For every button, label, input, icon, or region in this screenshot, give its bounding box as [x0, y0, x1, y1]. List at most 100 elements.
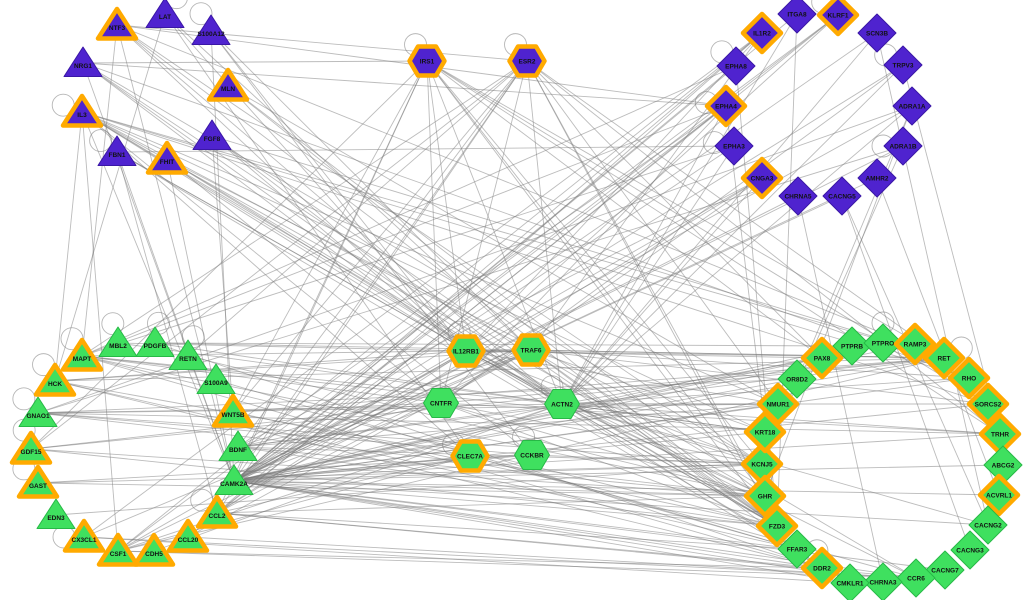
edge-EPHA4-CNTFR[interactable]: [440, 105, 727, 404]
triangle-node-shape[interactable]: [9, 430, 53, 465]
edge-IL12RB1-HCK[interactable]: [54, 350, 467, 382]
edge-CNTFR-GHR[interactable]: [440, 402, 766, 497]
edge-TRAF6-SORCS2[interactable]: [530, 349, 989, 405]
triangle-node-shape[interactable]: [33, 362, 77, 397]
edge-ESR2-CCL2[interactable]: [216, 60, 528, 514]
edge-CAMK2A-KRT18[interactable]: [233, 431, 766, 482]
edge-IRS1-PAX8[interactable]: [426, 60, 823, 359]
triangle-node-shape[interactable]: [97, 135, 137, 166]
edge-GNAO1-NMUR1[interactable]: [37, 403, 779, 414]
edge-HCK-DDR2[interactable]: [54, 380, 823, 569]
edge-EPHA3-CAMK2A[interactable]: [233, 145, 735, 482]
triangle-node-shape[interactable]: [60, 93, 104, 128]
edge-ACTN2-GHR[interactable]: [561, 403, 766, 497]
edge-ESR2-RETN[interactable]: [187, 60, 528, 357]
edge-IL1R2-CSF1[interactable]: [117, 32, 763, 552]
hexagon-node-shape[interactable]: [450, 439, 490, 473]
edge-FBN1-CCL2[interactable]: [116, 151, 218, 514]
node-NTF3[interactable]: NTF3: [95, 6, 139, 41]
diamond-node-shape[interactable]: [857, 158, 897, 198]
edge-IRS1-RET[interactable]: [426, 60, 945, 359]
node-FGF8[interactable]: FGF8: [192, 119, 232, 150]
edge-CCL2-DDR2[interactable]: [216, 512, 823, 569]
diamond-node-shape[interactable]: [950, 530, 990, 570]
edge-EPHA3-MAPT[interactable]: [81, 145, 735, 357]
edge-CAMK2A-PTPRB[interactable]: [233, 345, 853, 482]
node-SCN3B[interactable]: SCN3B: [857, 13, 897, 53]
diamond-node-shape[interactable]: [922, 336, 966, 380]
edge-LAT-IL12RB1[interactable]: [164, 13, 467, 352]
edge-IRS1-GHR[interactable]: [426, 60, 766, 497]
edge-ESR2-GDF15[interactable]: [30, 60, 528, 450]
edge-IL12RB1-CCL2[interactable]: [216, 350, 467, 514]
edge-MLN-GHR[interactable]: [227, 85, 766, 497]
edge-ACTN2-RHO[interactable]: [561, 377, 970, 405]
node-CLEC7A[interactable]: CLEC7A: [450, 439, 490, 473]
edge-MAPT-GHR[interactable]: [81, 355, 766, 497]
diamond-node-shape[interactable]: [714, 126, 754, 166]
diamond-node-shape[interactable]: [777, 359, 817, 399]
edge-IL1R2-TRAF6[interactable]: [530, 32, 763, 351]
edge-AMHR2-ACVRL1[interactable]: [876, 177, 1000, 496]
edge-TRAF6-RHO[interactable]: [530, 349, 970, 379]
edge-ESR2-RET[interactable]: [526, 60, 945, 359]
edge-CAMK2A-TRHR[interactable]: [233, 433, 1001, 482]
triangle-node-shape[interactable]: [135, 326, 175, 357]
edge-GAST-GHR[interactable]: [37, 482, 766, 497]
edge-IL3-RET[interactable]: [81, 111, 945, 359]
edge-MLN-FZD3[interactable]: [227, 85, 778, 527]
edge-NRG1-IL12RB1[interactable]: [82, 62, 467, 352]
edge-IL1R2-CAMK2A[interactable]: [233, 32, 763, 482]
edge-LAT-HCK[interactable]: [54, 13, 166, 382]
diamond-node-shape[interactable]: [832, 326, 872, 366]
hexagon-node-shape[interactable]: [544, 389, 580, 419]
diamond-node-shape[interactable]: [896, 558, 936, 598]
triangle-node-shape[interactable]: [132, 532, 176, 567]
triangle-node-shape[interactable]: [18, 396, 58, 427]
triangle-node-shape[interactable]: [60, 337, 104, 372]
diamond-node-shape[interactable]: [863, 562, 903, 600]
edge-IL1R2-CCL2[interactable]: [216, 32, 763, 514]
node-GNAO1[interactable]: GNAO1: [18, 396, 58, 427]
edge-GNAO1-TRHR[interactable]: [37, 412, 1001, 435]
triangle-node-shape[interactable]: [36, 498, 76, 529]
diamond-node-shape[interactable]: [800, 336, 844, 380]
edge-ACTN2-KCNJ5[interactable]: [561, 403, 763, 465]
triangle-node-shape[interactable]: [16, 464, 60, 499]
edge-CNTFR-TRHR[interactable]: [440, 402, 1001, 435]
node-IL12RB1[interactable]: IL12RB1: [446, 334, 486, 368]
diamond-node-shape[interactable]: [925, 550, 965, 590]
edge-ESR2-NTF3[interactable]: [116, 24, 528, 62]
node-MAPT[interactable]: MAPT: [60, 337, 104, 372]
self-loop-edge[interactable]: [165, 0, 188, 10]
edge-BDNF-KCNJ5[interactable]: [237, 446, 763, 465]
node-MLN[interactable]: MLN: [206, 67, 250, 102]
edge-GDF15-FZD3[interactable]: [30, 448, 778, 527]
edge-CAMK2A-SORCS2[interactable]: [233, 403, 989, 482]
edge-EPHA8-MAPT[interactable]: [81, 65, 737, 357]
edge-CAMK2A-KCNJ5[interactable]: [233, 463, 763, 482]
node-GAST[interactable]: GAST: [16, 464, 60, 499]
edge-EPHA4-MAPT[interactable]: [81, 105, 727, 357]
edge-IL1R2-CX3CL1[interactable]: [83, 32, 763, 538]
edge-ACTN2-MAPT[interactable]: [81, 355, 563, 405]
triangle-node-shape[interactable]: [214, 464, 254, 495]
edge-S100A12-CCKBR[interactable]: [210, 30, 533, 456]
node-CACNG5[interactable]: CACNG5: [822, 176, 862, 216]
edge-IL3-HCK[interactable]: [54, 111, 83, 382]
edge-CX3CL1-CCR6[interactable]: [83, 536, 917, 579]
triangle-node-shape[interactable]: [195, 494, 239, 529]
diamond-node-shape[interactable]: [968, 505, 1008, 545]
edge-BDNF-FZD3[interactable]: [237, 446, 778, 527]
diamond-node-shape[interactable]: [778, 176, 818, 216]
node-ADRA1A[interactable]: ADRA1A: [892, 86, 932, 126]
edge-NTF3-FZD3[interactable]: [116, 24, 778, 527]
node-S100A12[interactable]: S100A12: [191, 14, 231, 45]
edge-CNTFR-MAPT[interactable]: [81, 355, 442, 404]
triangle-node-shape[interactable]: [168, 339, 208, 370]
hexagon-node-shape[interactable]: [511, 333, 551, 367]
triangle-node-shape[interactable]: [191, 14, 231, 45]
edge-EDN3-KCNJ5[interactable]: [55, 463, 763, 516]
edge-NRG1-IRS1[interactable]: [82, 60, 428, 64]
